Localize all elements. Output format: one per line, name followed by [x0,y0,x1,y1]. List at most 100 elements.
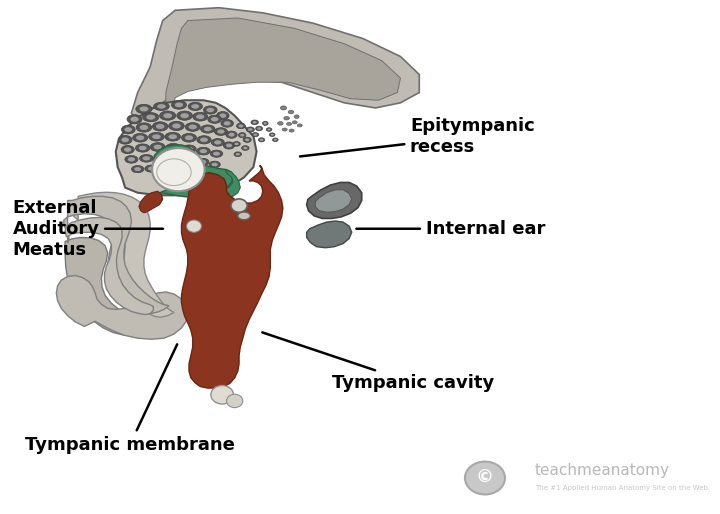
Ellipse shape [125,155,138,163]
Ellipse shape [130,117,139,122]
Ellipse shape [122,137,129,142]
Ellipse shape [240,134,244,137]
Ellipse shape [161,167,168,171]
Ellipse shape [145,165,158,172]
Ellipse shape [214,140,221,144]
Ellipse shape [186,167,199,174]
Ellipse shape [180,113,189,118]
Ellipse shape [209,161,220,168]
Ellipse shape [224,121,230,125]
Ellipse shape [188,102,202,111]
Ellipse shape [169,145,177,150]
Circle shape [227,394,243,408]
Ellipse shape [273,138,278,141]
Ellipse shape [294,115,299,118]
Ellipse shape [199,149,207,153]
Ellipse shape [238,133,246,138]
Ellipse shape [292,121,297,124]
Ellipse shape [189,124,197,130]
Ellipse shape [271,134,274,136]
Ellipse shape [193,112,208,121]
Ellipse shape [243,137,251,142]
Ellipse shape [148,132,164,141]
Ellipse shape [274,139,277,141]
Ellipse shape [252,133,258,137]
Ellipse shape [150,142,165,152]
Ellipse shape [160,111,176,120]
Ellipse shape [165,132,181,141]
Ellipse shape [186,158,193,162]
Ellipse shape [181,145,196,153]
Ellipse shape [235,153,240,155]
Ellipse shape [168,154,182,162]
Ellipse shape [143,156,150,160]
Ellipse shape [201,125,215,133]
Ellipse shape [140,106,148,112]
Ellipse shape [217,112,229,120]
Ellipse shape [172,123,181,128]
Ellipse shape [175,102,183,107]
Text: Internal ear: Internal ear [356,219,545,238]
Ellipse shape [233,142,240,146]
Ellipse shape [266,128,272,131]
Ellipse shape [185,147,193,151]
Ellipse shape [282,128,287,131]
Ellipse shape [268,128,271,131]
Ellipse shape [215,127,228,136]
Ellipse shape [257,127,261,130]
Ellipse shape [124,148,131,152]
Circle shape [465,462,505,494]
Polygon shape [315,190,351,212]
Polygon shape [72,192,174,317]
Ellipse shape [197,148,210,155]
Ellipse shape [127,115,142,124]
Polygon shape [132,8,419,126]
Ellipse shape [260,139,264,141]
Ellipse shape [183,156,196,164]
Ellipse shape [264,122,267,124]
Ellipse shape [143,113,159,122]
Ellipse shape [256,126,263,131]
Polygon shape [56,276,188,339]
Ellipse shape [220,114,226,118]
Ellipse shape [211,138,225,146]
Ellipse shape [243,147,248,149]
Polygon shape [307,221,351,248]
Circle shape [211,386,233,404]
Ellipse shape [157,104,166,108]
Ellipse shape [277,122,283,125]
Ellipse shape [238,124,243,127]
Ellipse shape [246,127,254,132]
Polygon shape [166,18,400,111]
Ellipse shape [253,121,257,123]
Ellipse shape [135,144,150,152]
Circle shape [186,220,202,232]
Circle shape [231,199,247,212]
Ellipse shape [154,154,168,162]
Ellipse shape [136,123,152,132]
Ellipse shape [128,157,135,161]
Ellipse shape [234,152,241,157]
Ellipse shape [212,162,217,167]
Ellipse shape [153,122,168,131]
Ellipse shape [211,117,218,121]
Polygon shape [65,217,153,315]
Ellipse shape [153,102,169,111]
Ellipse shape [196,114,204,119]
Text: Epitympanic
recess: Epitympanic recess [300,117,535,156]
Ellipse shape [226,131,237,138]
Text: The #1 Applied Human Anatomy Site on the Web.: The #1 Applied Human Anatomy Site on the… [535,485,710,491]
Ellipse shape [253,134,257,136]
Ellipse shape [235,143,238,145]
Ellipse shape [210,150,222,157]
Ellipse shape [199,170,211,176]
Polygon shape [64,196,169,314]
Polygon shape [139,191,163,213]
Ellipse shape [207,108,214,112]
Ellipse shape [171,100,186,109]
Ellipse shape [166,143,181,152]
Polygon shape [65,237,183,336]
Ellipse shape [140,125,148,130]
Ellipse shape [200,138,208,142]
Ellipse shape [197,158,209,166]
